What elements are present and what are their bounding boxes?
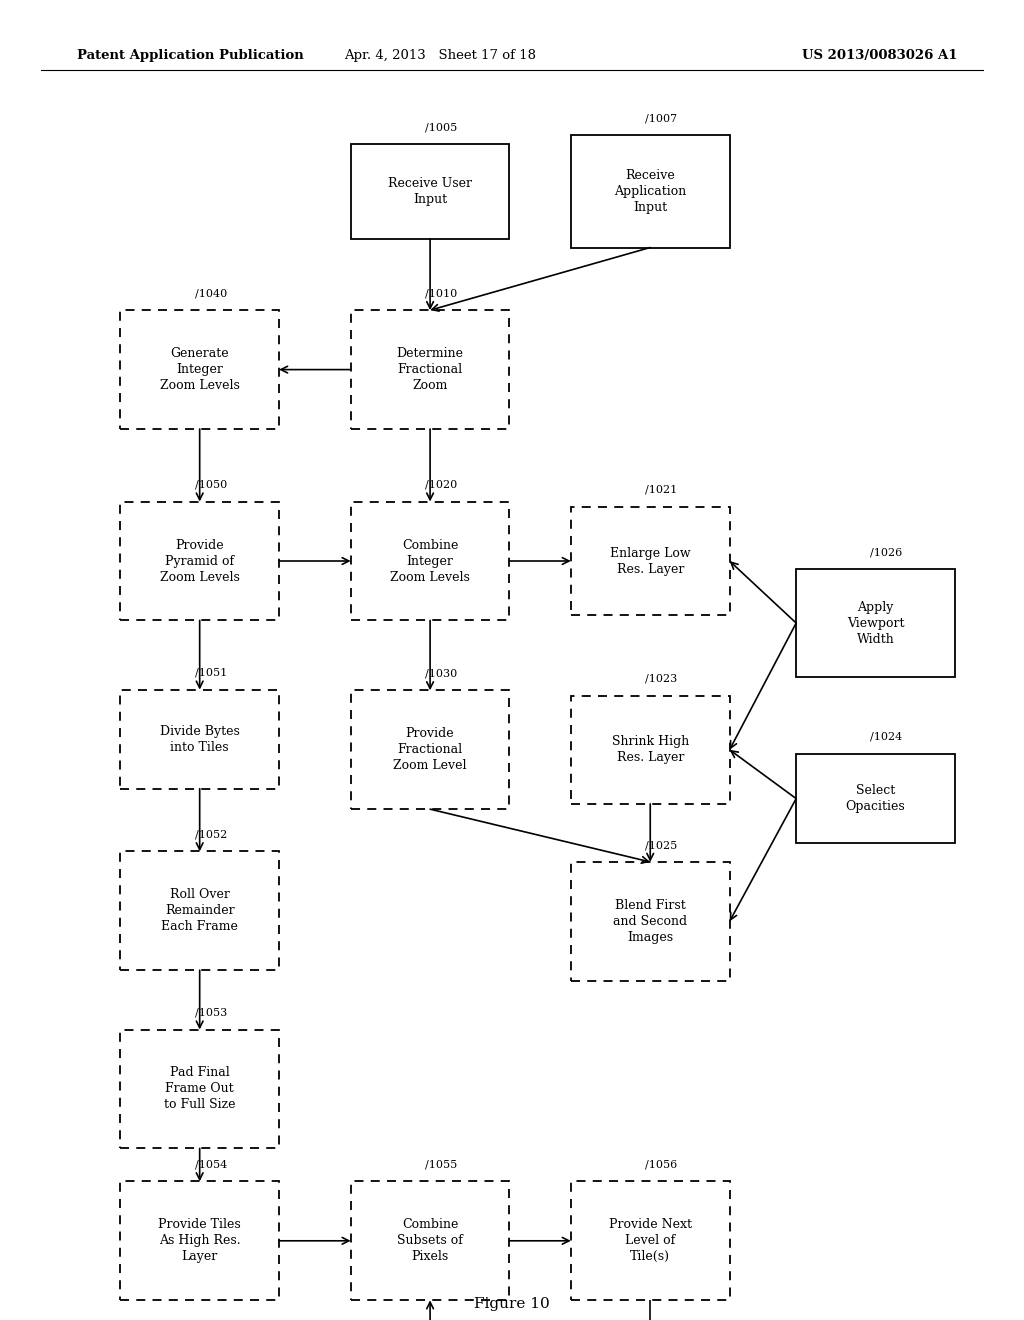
- Text: Generate
Integer
Zoom Levels: Generate Integer Zoom Levels: [160, 347, 240, 392]
- Text: Apply
Viewport
Width: Apply Viewport Width: [847, 601, 904, 645]
- Bar: [571, 862, 729, 981]
- Text: Determine
Fractional
Zoom: Determine Fractional Zoom: [396, 347, 464, 392]
- Bar: [571, 507, 729, 615]
- Text: Pad Final
Frame Out
to Full Size: Pad Final Frame Out to Full Size: [164, 1067, 236, 1111]
- Text: /1056: /1056: [645, 1159, 677, 1170]
- Text: Patent Application Publication: Patent Application Publication: [77, 49, 303, 62]
- Text: /1054: /1054: [195, 1159, 226, 1170]
- Text: /1052: /1052: [195, 829, 226, 840]
- Text: /1024: /1024: [870, 731, 902, 742]
- Text: /1030: /1030: [425, 668, 457, 678]
- Bar: [350, 690, 509, 809]
- Text: /1025: /1025: [645, 840, 677, 850]
- Bar: [797, 569, 954, 677]
- Bar: [350, 310, 509, 429]
- Bar: [350, 1181, 509, 1300]
- Text: Provide Next
Level of
Tile(s): Provide Next Level of Tile(s): [608, 1218, 692, 1263]
- Bar: [121, 851, 279, 970]
- Text: /1055: /1055: [425, 1159, 457, 1170]
- Text: Provide Tiles
As High Res.
Layer: Provide Tiles As High Res. Layer: [159, 1218, 241, 1263]
- Text: Select
Opacities: Select Opacities: [846, 784, 905, 813]
- Text: /1021: /1021: [645, 484, 677, 495]
- Bar: [571, 1181, 729, 1300]
- Text: Receive
Application
Input: Receive Application Input: [614, 169, 686, 214]
- Bar: [350, 144, 509, 239]
- Text: /1051: /1051: [195, 668, 226, 678]
- Text: US 2013/0083026 A1: US 2013/0083026 A1: [802, 49, 957, 62]
- Bar: [121, 502, 279, 620]
- Bar: [121, 1030, 279, 1148]
- Text: Receive User
Input: Receive User Input: [388, 177, 472, 206]
- Text: /1050: /1050: [195, 479, 226, 490]
- Text: Blend First
and Second
Images: Blend First and Second Images: [613, 899, 687, 944]
- Text: Figure 10: Figure 10: [474, 1298, 550, 1311]
- Text: Provide
Pyramid of
Zoom Levels: Provide Pyramid of Zoom Levels: [160, 539, 240, 583]
- Bar: [797, 754, 954, 843]
- Text: Enlarge Low
Res. Layer: Enlarge Low Res. Layer: [610, 546, 690, 576]
- Text: Provide
Fractional
Zoom Level: Provide Fractional Zoom Level: [393, 727, 467, 772]
- Text: /1053: /1053: [195, 1007, 226, 1018]
- Text: Shrink High
Res. Layer: Shrink High Res. Layer: [611, 735, 689, 764]
- Text: /1020: /1020: [425, 479, 457, 490]
- Bar: [571, 135, 729, 248]
- Text: /1026: /1026: [870, 546, 902, 557]
- Text: Roll Over
Remainder
Each Frame: Roll Over Remainder Each Frame: [161, 888, 239, 933]
- Text: /1040: /1040: [195, 288, 226, 298]
- Text: /1005: /1005: [425, 121, 457, 132]
- Text: Combine
Integer
Zoom Levels: Combine Integer Zoom Levels: [390, 539, 470, 583]
- Bar: [571, 696, 729, 804]
- Bar: [121, 689, 279, 788]
- Text: Combine
Subsets of
Pixels: Combine Subsets of Pixels: [397, 1218, 463, 1263]
- Text: /1007: /1007: [645, 114, 677, 124]
- Bar: [350, 502, 509, 620]
- Bar: [121, 310, 279, 429]
- Bar: [121, 1181, 279, 1300]
- Text: /1023: /1023: [645, 673, 677, 684]
- Text: Divide Bytes
into Tiles: Divide Bytes into Tiles: [160, 725, 240, 754]
- Text: Apr. 4, 2013   Sheet 17 of 18: Apr. 4, 2013 Sheet 17 of 18: [344, 49, 537, 62]
- Text: /1010: /1010: [425, 288, 457, 298]
